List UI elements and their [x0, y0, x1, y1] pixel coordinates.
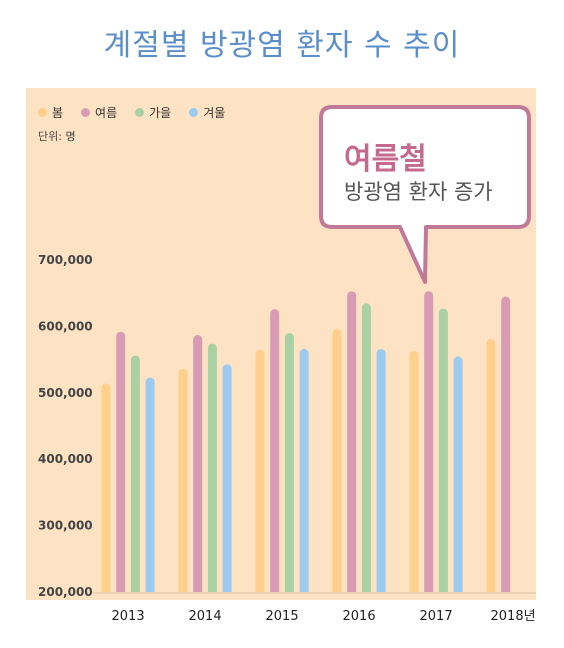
- y-tick-label: 300,000: [38, 519, 93, 533]
- bar-spring-1: [178, 368, 188, 592]
- bar-spring-2: [255, 349, 265, 592]
- legend-item-summer: 여름: [81, 104, 117, 121]
- bar-winter-1: [222, 364, 232, 592]
- chart-title: 계절별 방광염 환자 수 추이: [103, 28, 461, 63]
- bar-autumn-0: [130, 355, 140, 592]
- legend: 봄 여름 가을 겨울: [38, 104, 225, 121]
- bar-summer-5: [501, 296, 511, 592]
- callout-bubble: 여름철 방광염 환자 증가: [318, 104, 532, 284]
- y-tick-label: 700,000: [38, 253, 93, 267]
- legend-label-spring: 봄: [52, 106, 64, 120]
- legend-item-autumn: 가을: [135, 104, 171, 121]
- bar-autumn-3: [361, 303, 371, 592]
- bar-spring-5: [486, 339, 496, 592]
- bar-summer-3: [347, 291, 357, 592]
- x-tick-label: 2017: [420, 609, 453, 624]
- legend-item-spring: 봄: [38, 104, 63, 121]
- legend-marker-winter: [189, 108, 199, 117]
- y-tick-label: 200,000: [38, 585, 93, 599]
- y-tick-label: 400,000: [38, 452, 93, 466]
- x-tick-label: 2013: [112, 609, 145, 624]
- bar-summer-2: [270, 309, 280, 592]
- bar-autumn-1: [207, 343, 217, 592]
- y-tick-label: 500,000: [38, 386, 93, 400]
- legend-marker-autumn: [135, 108, 145, 117]
- legend-label-autumn: 가을: [149, 106, 172, 120]
- callout-title: 여름철: [344, 142, 427, 177]
- x-tick-label: 2015: [266, 609, 299, 624]
- bar-winter-4: [453, 356, 463, 592]
- legend-marker-summer: [81, 108, 91, 117]
- bar-summer-0: [116, 331, 126, 592]
- legend-item-winter: 겨울: [189, 104, 225, 121]
- bar-spring-0: [101, 383, 111, 592]
- bar-autumn-2: [284, 333, 294, 592]
- bar-autumn-4: [438, 308, 448, 592]
- x-tick-label: 2016: [343, 609, 376, 624]
- bar-summer-1: [193, 335, 203, 592]
- legend-marker-spring: [38, 108, 47, 117]
- x-tick-label: 2018년: [491, 609, 536, 624]
- bar-winter-0: [145, 377, 155, 592]
- bar-spring-4: [409, 350, 419, 592]
- legend-label-summer: 여름: [95, 106, 118, 120]
- bar-summer-4: [424, 291, 434, 592]
- x-tick-label: 2014: [189, 609, 222, 624]
- bar-winter-3: [376, 348, 386, 592]
- bar-spring-3: [332, 329, 342, 592]
- callout-subtitle: 방광염 환자 증가: [344, 180, 493, 204]
- unit-label: 단위: 명: [38, 130, 76, 143]
- y-tick-label: 600,000: [38, 319, 93, 333]
- bar-winter-2: [299, 348, 309, 592]
- callout-shape: [319, 105, 531, 284]
- legend-label-winter: 겨울: [203, 106, 226, 120]
